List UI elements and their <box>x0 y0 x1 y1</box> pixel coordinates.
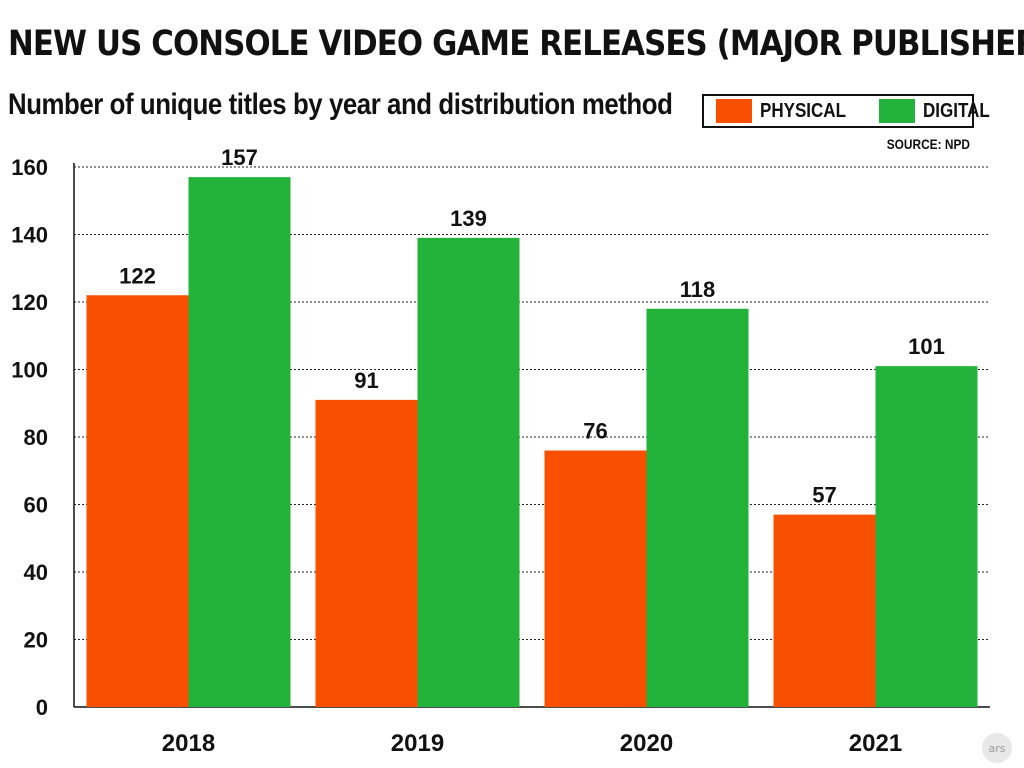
x-tick-label: 2020 <box>620 730 673 757</box>
y-tick-label: 160 <box>11 155 48 180</box>
y-tick-label: 20 <box>24 628 48 653</box>
y-tick-label: 60 <box>24 493 48 518</box>
legend-swatch-physical <box>716 99 752 123</box>
chart-title: NEW US CONSOLE VIDEO GAME RELEASES (MAJO… <box>8 24 1024 64</box>
data-label: 91 <box>354 368 378 393</box>
bar-digital-2019 <box>417 237 520 707</box>
legend-item-physical: PHYSICAL <box>716 99 869 123</box>
bar-digital-2018 <box>188 177 291 707</box>
bar-physical-2021 <box>773 514 876 707</box>
data-label: 76 <box>583 419 607 444</box>
bar-digital-2021 <box>875 366 978 707</box>
bar-physical-2020 <box>544 450 647 707</box>
x-tick-label: 2018 <box>162 730 215 757</box>
bar-physical-2018 <box>86 295 189 707</box>
bar-digital-2020 <box>646 308 749 707</box>
legend-label-physical: PHYSICAL <box>760 99 846 122</box>
data-label: 57 <box>812 483 836 508</box>
legend: PHYSICAL DIGITAL <box>702 94 990 128</box>
data-label: 122 <box>119 263 156 288</box>
chart-subtitle: Number of unique titles by year and dist… <box>8 88 673 121</box>
y-tick-label: 100 <box>11 358 48 383</box>
bar-physical-2019 <box>315 399 418 707</box>
data-label: 157 <box>221 145 258 170</box>
y-tick-label: 80 <box>24 425 48 450</box>
x-tick-label: 2021 <box>849 730 902 757</box>
data-label: 101 <box>908 334 945 359</box>
y-tick-label: 0 <box>36 695 48 720</box>
y-tick-label: 120 <box>11 290 48 315</box>
legend-label-digital: DIGITAL <box>923 99 990 122</box>
ars-logo: ars <box>982 733 1012 763</box>
y-tick-label: 140 <box>11 223 48 248</box>
data-label: 118 <box>680 277 716 302</box>
y-tick-label: 40 <box>24 560 48 585</box>
legend-swatch-digital <box>879 99 916 123</box>
x-tick-label: 2019 <box>391 730 444 757</box>
source-note: SOURCE: NPD <box>886 136 970 152</box>
data-label: 139 <box>450 206 487 231</box>
legend-item-digital: DIGITAL <box>879 99 1010 123</box>
